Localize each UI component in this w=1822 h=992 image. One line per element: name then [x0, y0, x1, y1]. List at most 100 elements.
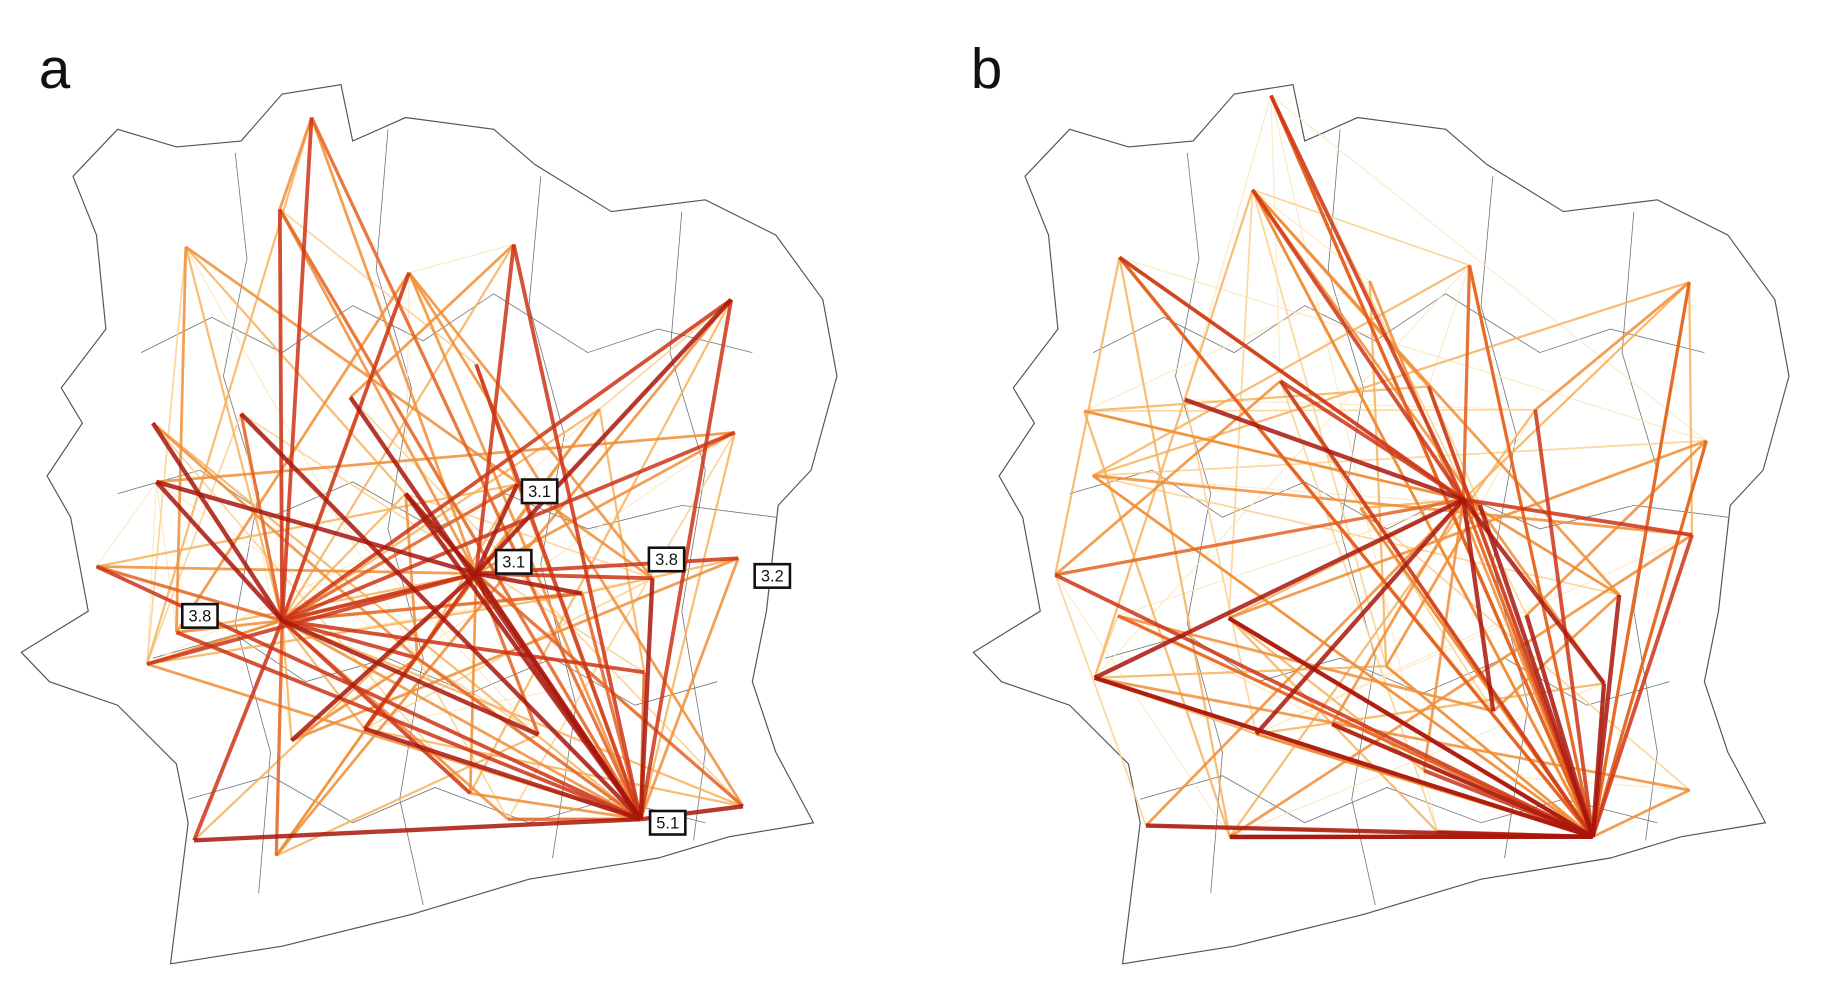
flow-line	[1092, 281, 1690, 477]
flow-line	[1591, 440, 1708, 838]
flow-line	[1331, 722, 1594, 839]
flow-line	[638, 578, 655, 820]
flow-line	[1278, 379, 1595, 838]
flow-line	[1091, 474, 1594, 838]
flow-line	[1117, 498, 1464, 617]
flow-line	[407, 271, 745, 808]
flow-line	[146, 592, 583, 666]
flow-line	[291, 432, 736, 741]
flow-line	[1228, 409, 1537, 838]
flow-line	[281, 620, 293, 741]
flow-line	[1118, 256, 1594, 838]
flow-line	[281, 618, 540, 737]
flow-line	[1590, 534, 1694, 838]
flow-line	[280, 117, 314, 621]
flow-line	[1184, 399, 1536, 411]
flow-line	[1255, 534, 1693, 735]
flow-line	[363, 726, 642, 822]
flow-line	[474, 483, 520, 575]
annotation-box	[753, 562, 792, 589]
flow-line	[1250, 188, 1465, 501]
flow-line	[279, 208, 477, 366]
flow-line	[1525, 439, 1708, 617]
flow-line	[274, 620, 284, 856]
flow-line	[1228, 533, 1693, 839]
flow-line	[145, 117, 313, 665]
flow-line	[151, 421, 285, 622]
country-border	[972, 83, 1790, 965]
annotations: 3.1 3.1 3.8 3.8 3.2 5.1	[180, 478, 792, 836]
flow-line	[1083, 409, 1464, 501]
annotation-label: 3.1	[528, 483, 551, 501]
flow-line	[1270, 95, 1707, 442]
flow-line	[1093, 189, 1254, 679]
annotation-box	[180, 602, 219, 629]
flow-line	[281, 619, 366, 730]
flow-line	[364, 671, 645, 730]
flow-line	[1384, 504, 1481, 667]
flow-line	[1534, 281, 1691, 411]
annotation-box	[494, 548, 533, 575]
flow-line	[1330, 498, 1465, 725]
annotation-box	[648, 809, 687, 836]
flow-line	[192, 619, 284, 842]
flow-line	[349, 396, 744, 807]
flow-line	[281, 618, 645, 675]
annotation-label: 3.1	[502, 553, 525, 571]
flow-line	[95, 481, 157, 567]
flow-lines	[1054, 94, 1708, 840]
flow-line	[175, 630, 642, 821]
flow-line	[1428, 264, 1471, 387]
flow-line	[1461, 498, 1606, 685]
flow-line	[1084, 408, 1536, 412]
flow-line	[278, 117, 313, 210]
flow-line	[1269, 94, 1595, 838]
flow-line	[474, 363, 643, 820]
annotation-label: 3.8	[188, 607, 211, 625]
flow-line	[146, 571, 477, 666]
flow-line	[290, 571, 478, 743]
flow-line	[1254, 498, 1466, 736]
flow-line	[364, 727, 744, 808]
map-panel-a	[20, 83, 838, 965]
map-panel-b	[972, 83, 1790, 965]
district-border	[1175, 152, 1223, 894]
flow-line	[281, 619, 744, 808]
district-border	[152, 634, 718, 706]
district-border	[222, 152, 271, 894]
flow-line	[408, 271, 654, 580]
flow-line	[1251, 189, 1594, 838]
flow-line	[1054, 574, 1147, 826]
flow-line	[1093, 675, 1594, 839]
country-border	[20, 83, 838, 965]
flow-line	[1269, 94, 1466, 501]
flow-line	[1093, 497, 1465, 680]
flow-line	[1084, 385, 1429, 413]
flow-line	[639, 432, 736, 820]
flow-line	[1462, 498, 1620, 597]
flow-line	[1592, 788, 1691, 839]
flow-line	[1524, 614, 1595, 838]
flow-line	[416, 656, 642, 821]
district-border	[669, 211, 706, 841]
flow-line	[1083, 280, 1371, 412]
flow-line	[1119, 256, 1707, 442]
flow-line	[1590, 594, 1622, 838]
flow-line	[1092, 474, 1620, 596]
flow-line	[1054, 574, 1231, 838]
flow-line	[468, 573, 478, 794]
flow-line	[1054, 379, 1282, 576]
flow-line	[1251, 189, 1388, 667]
flow-line	[184, 246, 284, 621]
flow-line	[1251, 188, 1621, 596]
flow-line	[362, 572, 478, 730]
flow-line	[1467, 264, 1595, 838]
flow-line	[1385, 665, 1594, 838]
flow-line	[277, 209, 285, 621]
flow-line	[1094, 676, 1690, 792]
flow-line	[281, 492, 407, 622]
flow-line	[281, 619, 642, 821]
flow-line	[1256, 682, 1605, 736]
